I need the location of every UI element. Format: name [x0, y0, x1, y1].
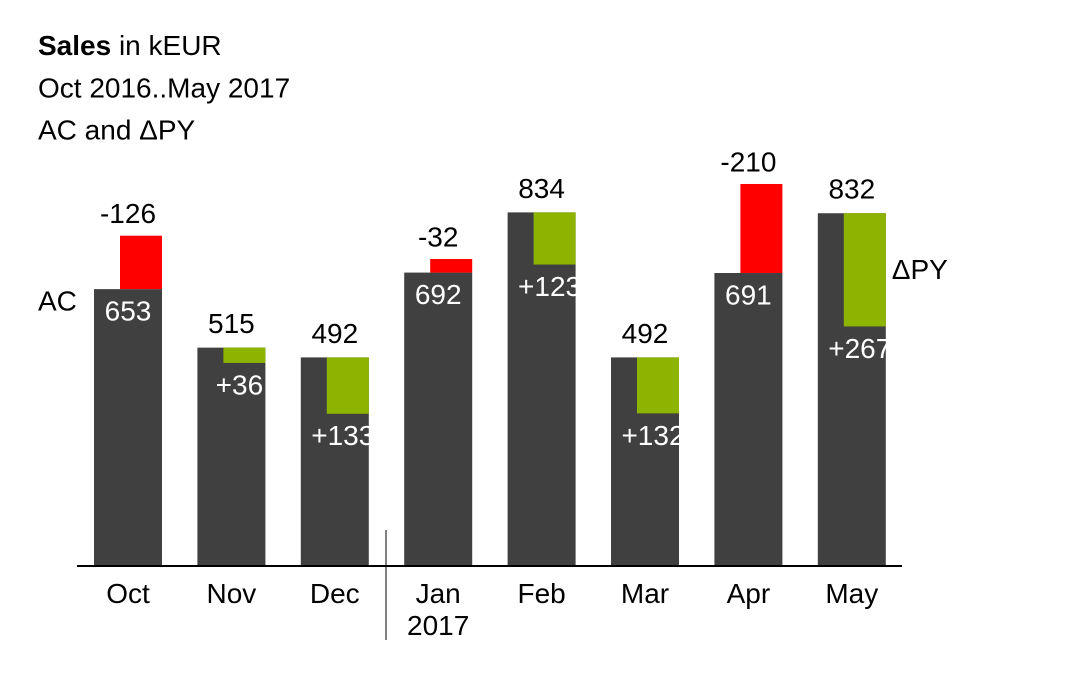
title-unit: in kEUR: [119, 30, 222, 61]
x-tick-label: Jan 2017: [407, 578, 470, 641]
delta-label: -32: [418, 221, 458, 252]
delta-bar: [637, 357, 679, 414]
ac-label: 492: [622, 318, 669, 349]
ac-bar: [507, 212, 576, 566]
delta-label: +267: [828, 333, 891, 364]
chart-title: Sales in kEUR: [38, 30, 222, 61]
x-tick-label: Mar: [620, 578, 670, 609]
title-measure: Sales: [38, 30, 111, 61]
delta-bar: [740, 183, 783, 274]
x-tick-label: Feb: [517, 578, 566, 609]
delta-bar: [326, 357, 369, 414]
delta-label: +123: [518, 271, 581, 302]
delta-bar: [223, 347, 266, 363]
x-tick-label: Apr: [726, 578, 771, 609]
x-tick-label: May: [825, 578, 879, 609]
x-tick-label: Oct: [106, 578, 150, 609]
x-tick-label: Dec: [309, 578, 360, 609]
delta-label: -126: [100, 198, 156, 229]
ac-label: 834: [518, 173, 565, 204]
ac-label: 692: [415, 279, 462, 310]
ac-bar: [404, 272, 473, 566]
delta-bar: [120, 235, 162, 290]
ac-label: 515: [208, 308, 255, 339]
ac-bar: [714, 273, 783, 566]
delta-label: +36: [216, 369, 264, 400]
delta-label: +132: [621, 420, 684, 451]
delta-label: +133: [311, 420, 374, 451]
ac-label: 492: [311, 318, 358, 349]
delta-label: -210: [720, 146, 776, 177]
subtitle: AC and ΔPY: [38, 114, 196, 145]
ac-label: 832: [828, 174, 875, 205]
ac-bar: [197, 347, 266, 566]
ac-label: 653: [105, 296, 152, 327]
delta-bar: [843, 213, 886, 327]
ac-label: 691: [725, 279, 772, 310]
x-tick-label: Nov: [206, 578, 257, 609]
delta-bar: [430, 259, 473, 273]
delta-bar: [533, 212, 576, 265]
legend-ac: AC: [38, 286, 77, 317]
legend-delta: ΔPY: [892, 254, 948, 285]
ac-bar: [94, 289, 162, 566]
subtitle: Oct 2016..May 2017: [38, 72, 290, 103]
